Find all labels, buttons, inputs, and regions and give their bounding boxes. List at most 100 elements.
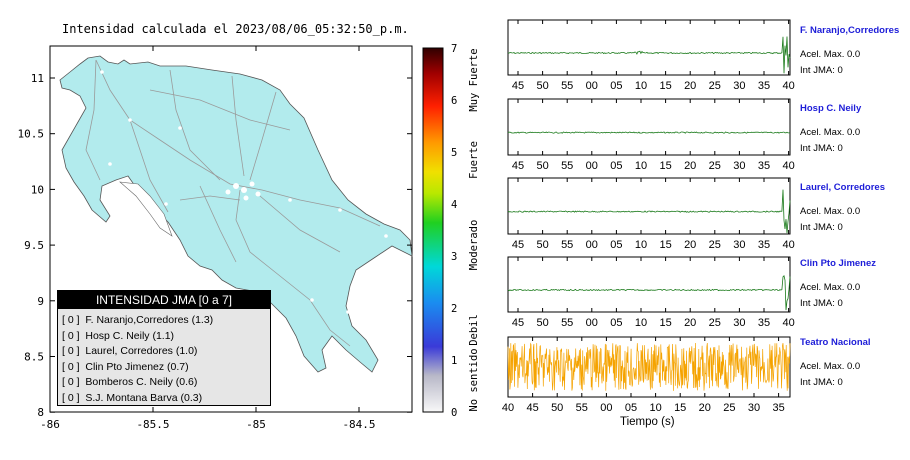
- waveform-trace: [507, 342, 791, 391]
- colorbar-tick-label: 7: [451, 43, 457, 55]
- time-tick-label: 55: [576, 402, 588, 414]
- legend-row: [ 0 ] S.J. Montana Barva (0.3): [62, 391, 270, 407]
- station-accel: Acel. Max. 0.0: [800, 282, 861, 293]
- map-y-tick-label: 9: [37, 295, 44, 308]
- time-tick-label: 40: [782, 160, 794, 172]
- time-tick-label: 20: [684, 317, 696, 329]
- colorbar-categories: Muy Fuerte Fuerte Moderado Debil No sentido: [468, 48, 480, 411]
- time-tick-label: 40: [782, 317, 794, 329]
- station-accel: Acel. Max. 0.0: [800, 127, 861, 138]
- time-tick-label: 15: [659, 239, 671, 251]
- map-y-tick-label: 8: [37, 406, 44, 419]
- legend-row: [ 0 ] Bomberos C. Neily (0.6): [62, 375, 270, 391]
- legend-station: Hosp C. Neily (1.1): [85, 329, 175, 342]
- map-y-tick-label: 10: [31, 183, 44, 196]
- time-tick-label: 30: [733, 317, 745, 329]
- seismogram-panel: 45 50 55 00 05 10 15 20 25 30 35 40: [507, 98, 795, 172]
- time-tick-label: 30: [733, 80, 745, 92]
- waveform-trace: [507, 131, 791, 134]
- panel-frame: [507, 256, 791, 313]
- colorbar-tick-label: 6: [451, 95, 457, 107]
- station-name: Teatro Nacional: [800, 337, 871, 348]
- station-name: Laurel, Corredores: [800, 182, 885, 193]
- time-tick-label: 20: [684, 239, 696, 251]
- time-tick-label: 45: [512, 160, 524, 172]
- colorbar-category: Muy Fuerte: [468, 48, 480, 111]
- map-y-tick-label: 11: [31, 72, 44, 85]
- time-tick-label: 05: [610, 317, 622, 329]
- colorbar-ticks: 7 6 5 4 3 2 1 0: [451, 43, 457, 419]
- time-tick-label: 25: [723, 402, 735, 414]
- legend-level: [ 0 ]: [62, 345, 80, 358]
- colorbar-category: Debil: [468, 314, 480, 346]
- legend-row: [ 0 ] Clin Pto Jimenez (0.7): [62, 360, 270, 376]
- station-jma: Int JMA: 0: [800, 377, 843, 388]
- legend-title: INTENSIDAD JMA [0 a 7]: [58, 291, 270, 309]
- waveform-trace: [507, 275, 791, 311]
- time-tick-label: 30: [733, 160, 745, 172]
- time-tick-label: 10: [649, 402, 661, 414]
- map-y-axis: 11 10.5 10 9.5 9 8.5 8: [18, 72, 412, 419]
- time-tick-label: 15: [659, 317, 671, 329]
- legend-row: [ 0 ] F. Naranjo,Corredores (1.3): [62, 313, 270, 329]
- legend-level: [ 0 ]: [62, 360, 80, 373]
- time-tick-label: 15: [659, 160, 671, 172]
- time-tick-label: 25: [709, 160, 721, 172]
- colorbar-tick-label: 2: [451, 303, 457, 315]
- time-tick-label: 35: [758, 80, 770, 92]
- time-tick-label: 10: [635, 160, 647, 172]
- station-accel: Acel. Max. 0.0: [800, 206, 861, 217]
- legend-row: [ 0 ] Hosp C. Neily (1.1): [62, 329, 270, 345]
- legend-station: Bomberos C. Neily (0.6): [85, 376, 198, 389]
- colorbar-tick-label: 0: [451, 407, 457, 419]
- time-tick-label: 20: [699, 402, 711, 414]
- map-x-tick-label: -85.5: [136, 418, 169, 431]
- station-name: F. Naranjo,Corredores: [800, 25, 900, 36]
- time-tick-label: 05: [610, 80, 622, 92]
- time-tick-label: 30: [748, 402, 760, 414]
- seismogram-panel: 40 45 50 55 00 05 10 15 20 25 30 35: [502, 336, 791, 414]
- time-tick-label: 45: [526, 402, 538, 414]
- legend-level: [ 0 ]: [62, 391, 80, 404]
- colorbar-tick-label: 1: [451, 355, 457, 367]
- legend-station: Laurel, Corredores (1.0): [85, 345, 198, 358]
- map-y-tick-label: 9.5: [24, 239, 44, 252]
- time-tick-label: 05: [610, 239, 622, 251]
- station-name: Hosp C. Neily: [800, 103, 862, 114]
- time-tick-label: 05: [610, 160, 622, 172]
- time-tick-label: 50: [551, 402, 563, 414]
- legend-row: [ 0 ] Laurel, Corredores (1.0): [62, 344, 270, 360]
- panel-frame: [507, 98, 791, 156]
- waveform-trace: [507, 36, 791, 74]
- station-accel: Acel. Max. 0.0: [800, 49, 861, 60]
- time-tick-label: 40: [782, 80, 794, 92]
- time-tick-label: 00: [586, 239, 598, 251]
- time-tick-label: 20: [684, 80, 696, 92]
- intensity-legend: INTENSIDAD JMA [0 a 7] [ 0 ] F. Naranjo,…: [57, 290, 271, 406]
- gulf-nicoya: [119, 181, 173, 237]
- time-tick-label: 15: [674, 402, 686, 414]
- time-tick-label: 10: [635, 239, 647, 251]
- waveform-trace: [507, 189, 791, 234]
- time-tick-label: 50: [536, 239, 548, 251]
- time-tick-label: 45: [512, 80, 524, 92]
- station-jma: Int JMA: 0: [800, 222, 843, 233]
- legend-level: [ 0 ]: [62, 329, 80, 342]
- legend-level: [ 0 ]: [62, 376, 80, 389]
- station-jma: Int JMA: 0: [800, 298, 843, 309]
- time-tick-label: 35: [758, 239, 770, 251]
- intensity-colorbar: 7 6 5 4 3 2 1 0 Muy Fuerte Fuerte Moderado Debil No…: [422, 43, 480, 419]
- time-tick-label: 20: [684, 160, 696, 172]
- colorbar-category: Moderado: [468, 220, 480, 271]
- time-tick-label: 10: [635, 317, 647, 329]
- colorbar-tick-label: 4: [451, 199, 457, 211]
- time-tick-label: 50: [536, 160, 548, 172]
- time-tick-label: 40: [782, 239, 794, 251]
- time-tick-label: 50: [536, 80, 548, 92]
- costa-rica-land: [59, 55, 413, 373]
- legend-body: [ 0 ] F. Naranjo,Corredores (1.3) [ 0 ] …: [58, 309, 270, 407]
- time-tick-label: 35: [758, 160, 770, 172]
- colorbar-category: Fuerte: [468, 141, 480, 179]
- time-tick-label: 00: [586, 317, 598, 329]
- time-tick-label: 00: [586, 160, 598, 172]
